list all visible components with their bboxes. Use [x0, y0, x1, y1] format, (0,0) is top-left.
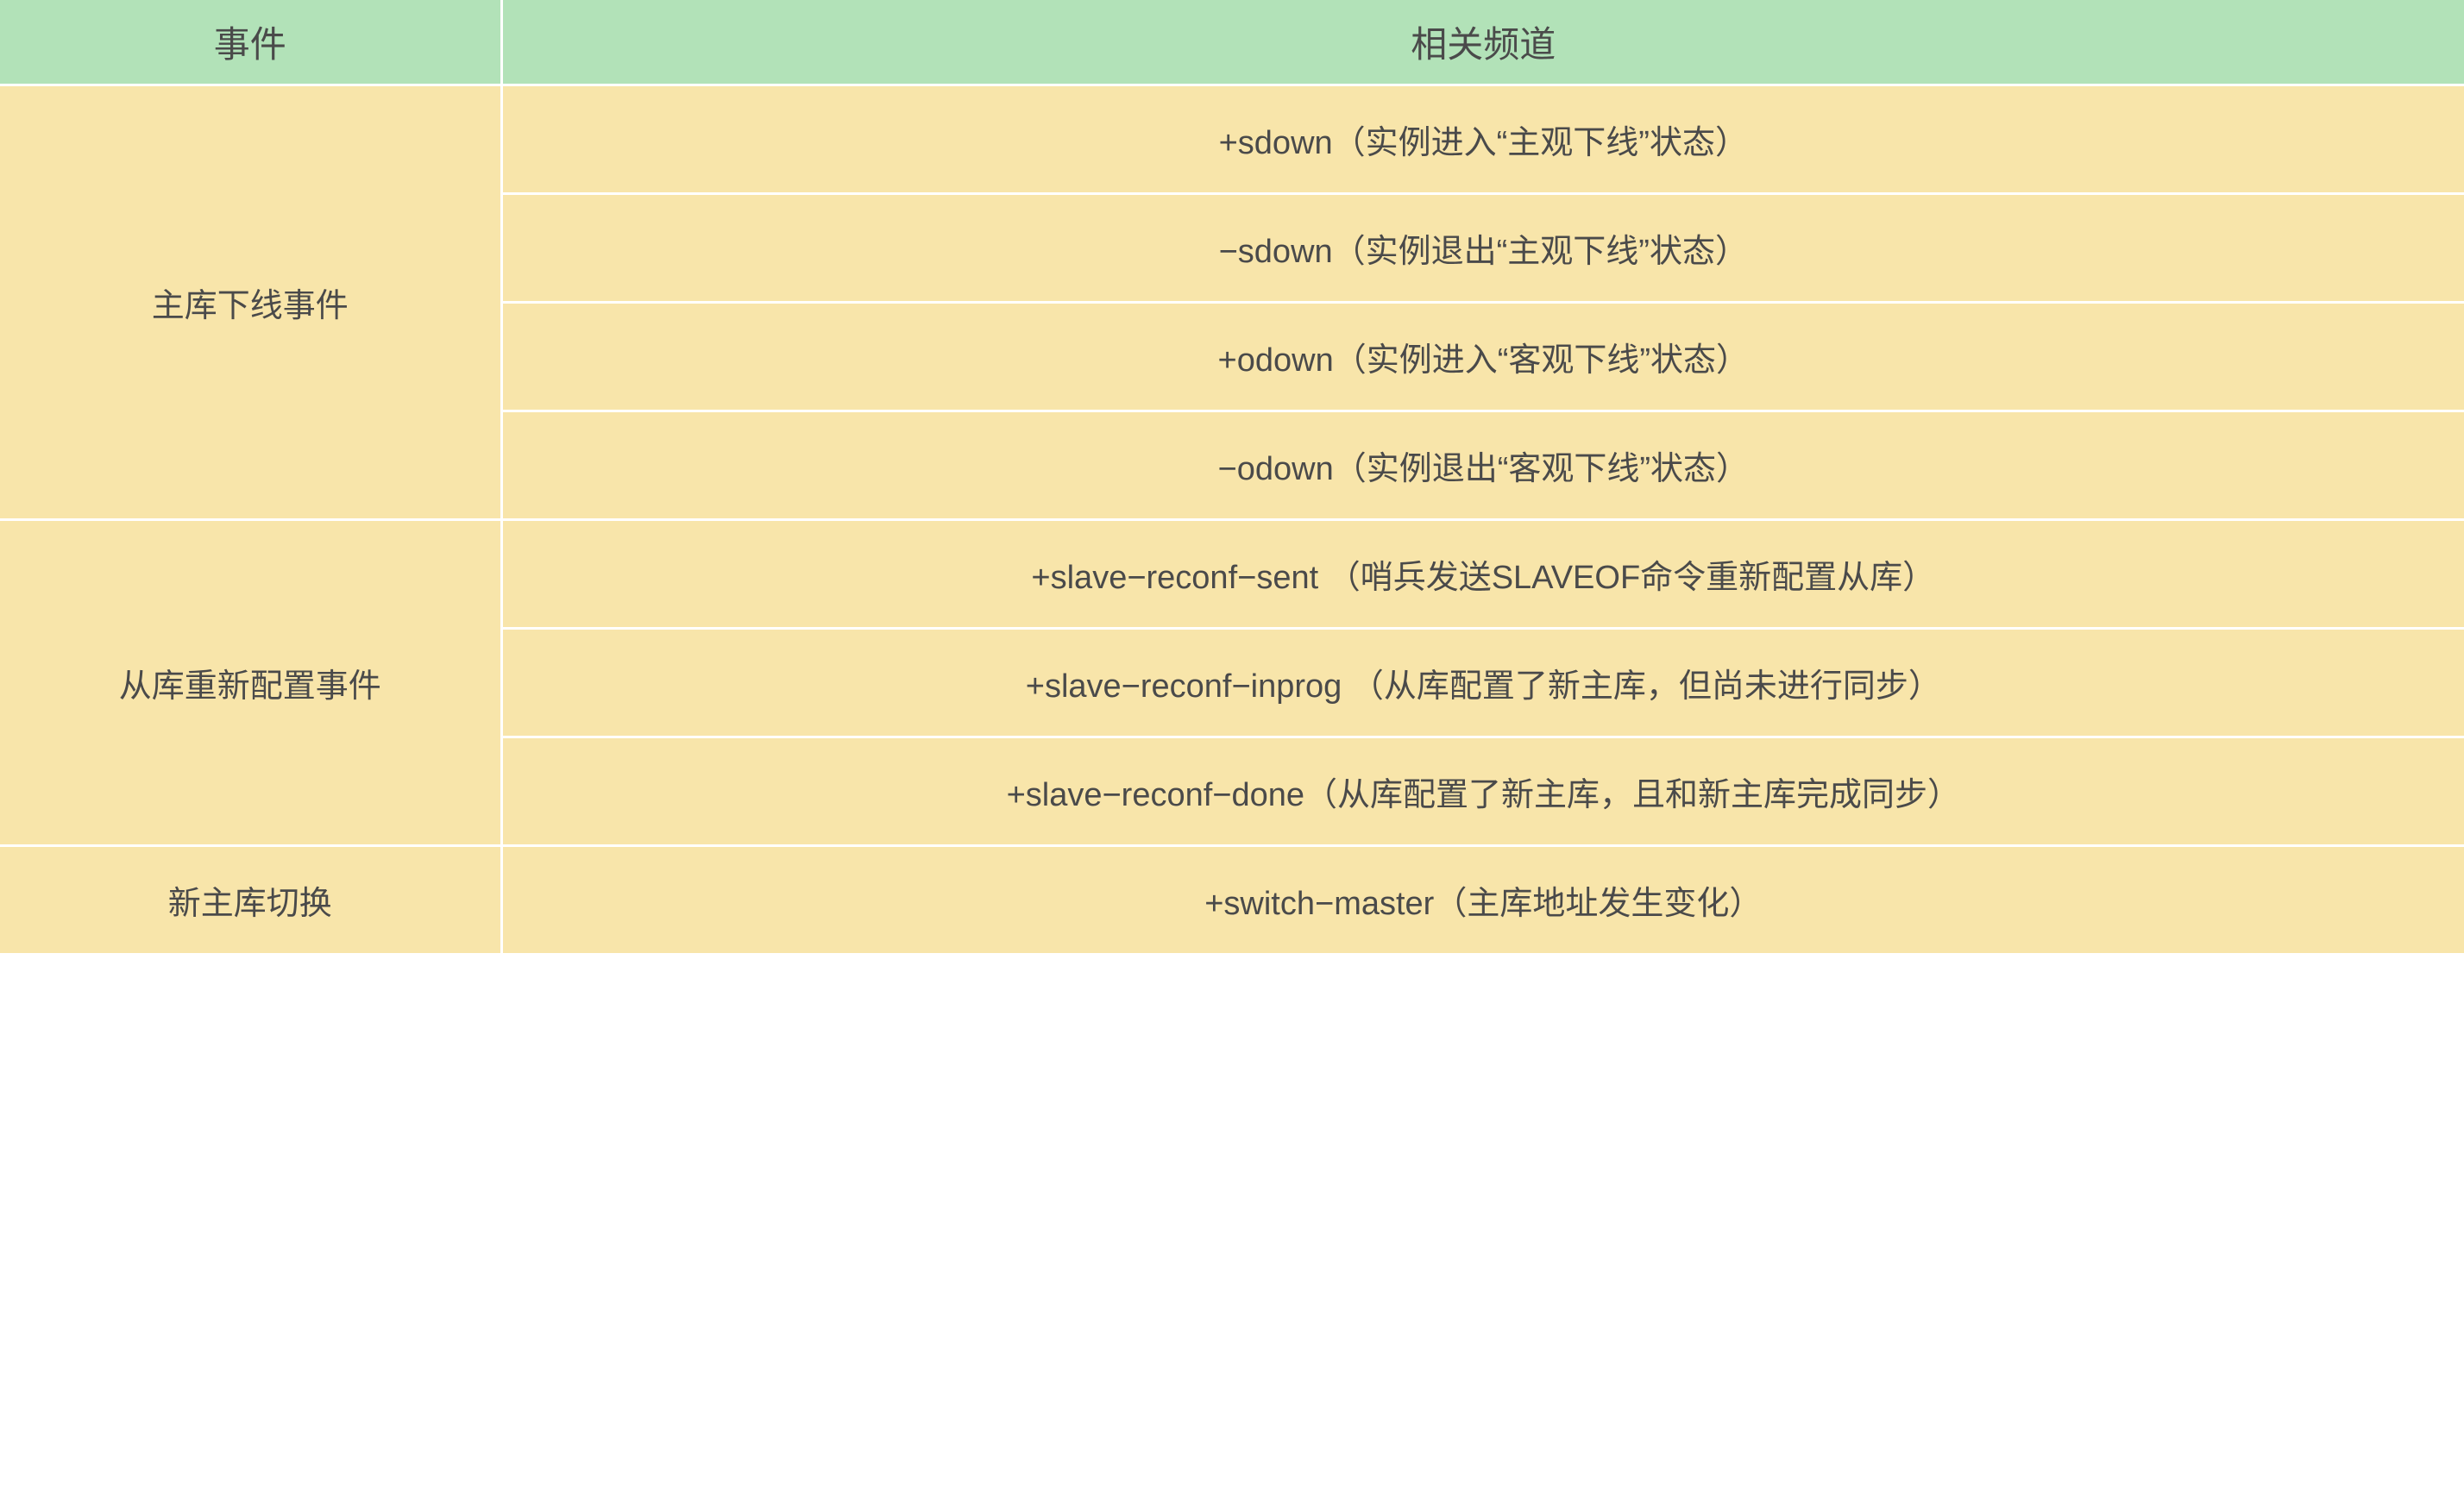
table-header-row: 事件 相关频道	[0, 0, 2464, 86]
channel-cell: +sdown（实例进入“主观下线”状态）	[503, 86, 2464, 195]
table-row: 主库下线事件 +sdown（实例进入“主观下线”状态） −sdown（实例退出“…	[0, 86, 2464, 521]
channel-cell: +slave−reconf−inprog （从库配置了新主库，但尚未进行同步）	[503, 630, 2464, 738]
channel-cell: −odown（实例退出“客观下线”状态）	[503, 412, 2464, 521]
table-row: 从库重新配置事件 +slave−reconf−sent （哨兵发送SLAVEOF…	[0, 521, 2464, 847]
event-channel-table: 事件 相关频道 主库下线事件 +sdown（实例进入“主观下线”状态） −sdo…	[0, 0, 2464, 953]
channel-cell: −sdown（实例退出“主观下线”状态）	[503, 195, 2464, 304]
header-event: 事件	[0, 0, 503, 86]
channels-column: +slave−reconf−sent （哨兵发送SLAVEOF命令重新配置从库）…	[503, 521, 2464, 847]
header-channel: 相关频道	[503, 0, 2464, 86]
event-cell-slave-reconf: 从库重新配置事件	[0, 521, 503, 847]
channel-cell: +switch−master（主库地址发生变化）	[503, 847, 2464, 953]
event-cell-master-offline: 主库下线事件	[0, 86, 503, 521]
channels-column: +switch−master（主库地址发生变化）	[503, 847, 2464, 953]
channel-cell: +slave−reconf−sent （哨兵发送SLAVEOF命令重新配置从库）	[503, 521, 2464, 630]
channel-cell: +slave−reconf−done（从库配置了新主库，且和新主库完成同步）	[503, 738, 2464, 847]
channel-cell: +odown（实例进入“客观下线”状态）	[503, 304, 2464, 412]
event-cell-switch-master: 新主库切换	[0, 847, 503, 953]
table-row: 新主库切换 +switch−master（主库地址发生变化）	[0, 847, 2464, 953]
channels-column: +sdown（实例进入“主观下线”状态） −sdown（实例退出“主观下线”状态…	[503, 86, 2464, 521]
